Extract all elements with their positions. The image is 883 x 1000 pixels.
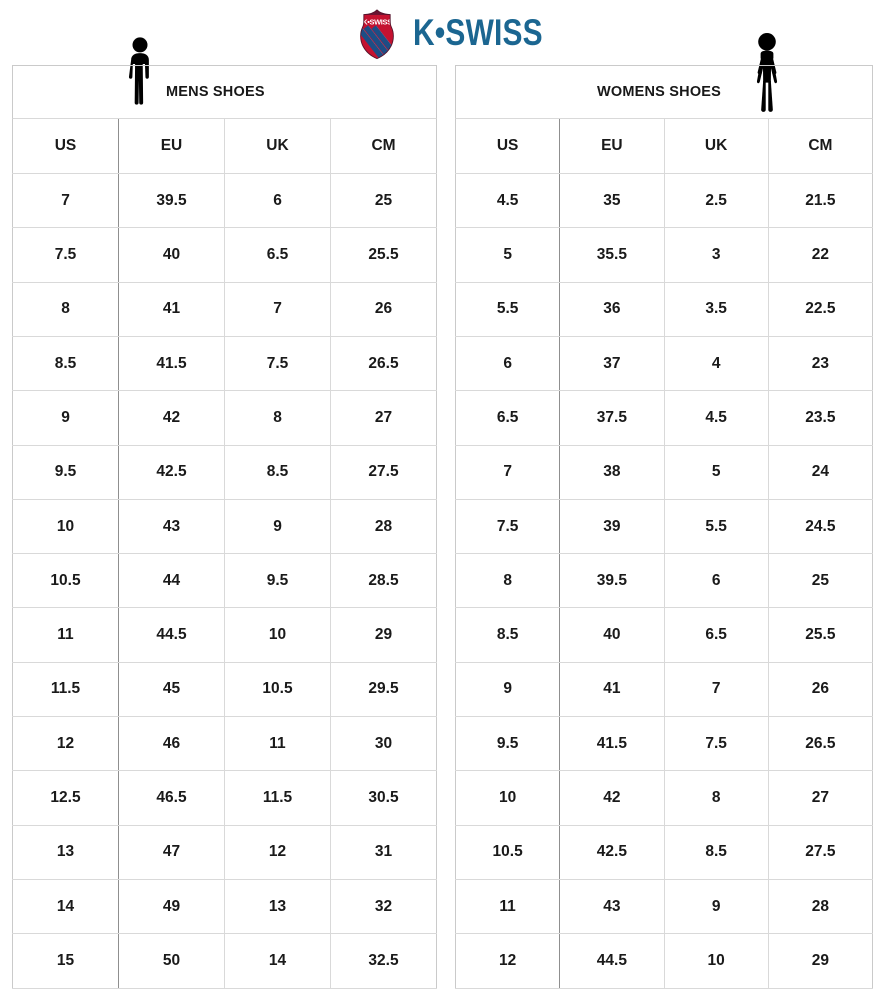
svg-text:K•SWISS: K•SWISS xyxy=(362,17,392,26)
